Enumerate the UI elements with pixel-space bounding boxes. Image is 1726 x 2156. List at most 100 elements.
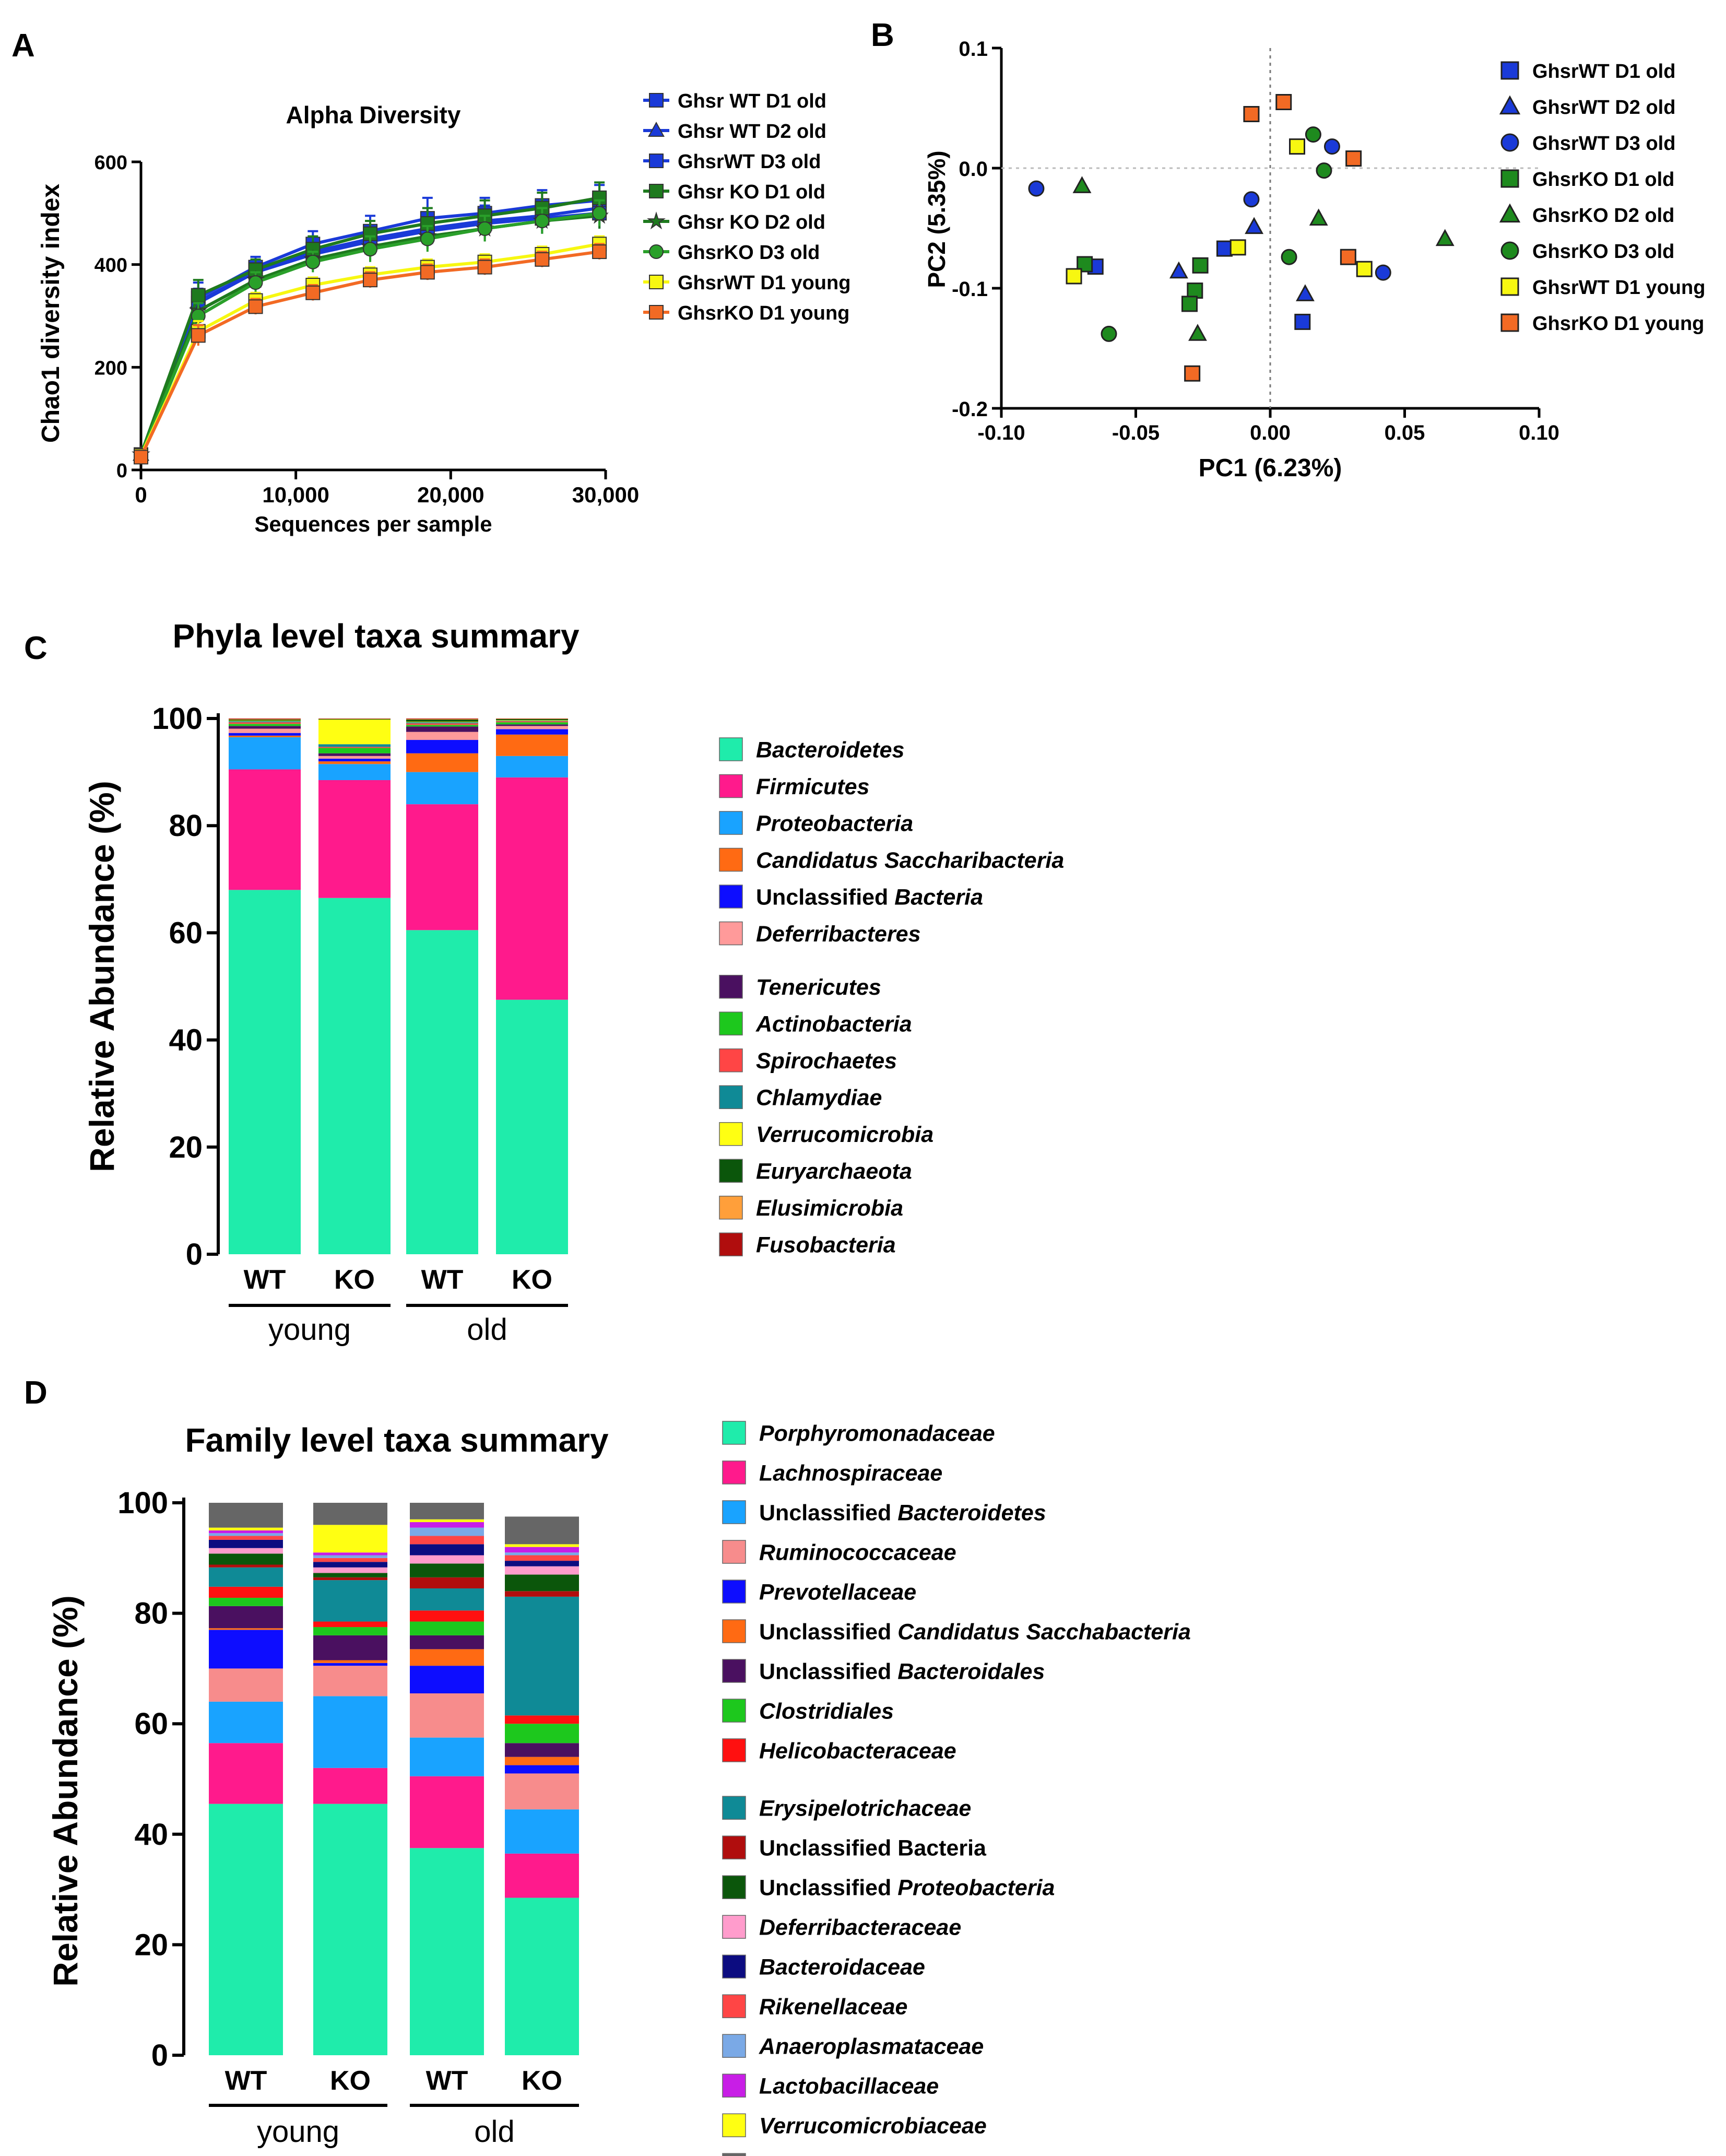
chart-title: Phyla level taxa summary [172,617,580,655]
y-tick-label: -0.1 [952,278,988,301]
legend-label: Porphyromonadaceae [759,1421,995,1446]
series-ghsrko-d3-old [1101,126,1332,342]
legend-swatch [719,1011,743,1035]
legend-swatch [722,1699,746,1723]
legend-item: Actinobacteria [719,1011,912,1037]
bar-segment-unclassified-clostridiales [209,1597,283,1606]
legend-label: Clostridiales [759,1699,894,1724]
legend-label-italic: Bacteroidetes [897,1500,1046,1525]
bar-segment-unclassified-bacteria [496,729,568,735]
legend-item: Deferribacteres [719,921,921,947]
legend-label-italic: Proteobacteria [756,811,913,836]
legend-label: GhsrWT D1 old [1532,61,1675,83]
bar-segment-verrucomicrobiaceae [505,1544,579,1547]
bar-segment-unclassified-bacteroidetes [505,1809,579,1854]
legend-label: Erysipelotrichaceae [759,1796,971,1821]
bar-segment-ruminococcaceae [505,1773,579,1810]
legend-label: <1% abundant [759,2153,912,2156]
legend-label: Firmicutes [756,774,869,799]
legend-label: Bacteroidetes [756,737,904,762]
legend-label-italic: Tenericutes [756,975,881,1000]
y-tick-label: 80 [169,809,203,843]
y-tick-label: 0.1 [959,38,988,61]
legend-label-italic: Verrucomicrobiaceae [759,2114,987,2139]
bar-segment-unclassified-clostridiales [410,1621,484,1635]
legend-label-italic: Proteobacteria [897,1876,1055,1901]
y-tick-label: 200 [94,357,127,379]
legend-label: Verrucomicrobiaceae [759,2114,987,2139]
legend-label-italic: Clostridiales [759,1699,894,1724]
bar-segment-chlamydiae [406,722,478,724]
bar-segment-bacteroidetes [318,898,391,1254]
legend-label: Verrucomicrobia [756,1122,933,1147]
data-point [420,265,435,280]
bar-stack [496,718,568,1254]
bar-segment-fusobacteria [406,718,478,720]
bar-segment-lachnospiraceae [505,1853,579,1898]
y-tick-label: 400 [94,255,127,277]
y-tick-label: 60 [134,1707,168,1741]
data-point [363,242,378,257]
legend-label-italic: Euryarchaeota [756,1159,912,1184]
bar-segment-unclassified-bacteria [318,758,391,762]
legend-label-italic: Lachnospiraceae [759,1460,942,1486]
legend-label-italic: Rikenellaceae [759,1995,907,2020]
legend-marker [1500,133,1519,152]
bar-segment-lachnospiraceae [313,1768,387,1804]
bar-segment-unclassified-candidatus-sacchabacteria [505,1757,579,1765]
data-point [1275,94,1292,110]
data-point [248,299,263,314]
legend-swatch [722,1835,746,1859]
data-point [1309,208,1328,226]
legend-item: GhsrKO D3 old [1500,241,1674,263]
bar-segment-verrucomicrobiaceae [209,1527,283,1530]
legend-marker [1500,61,1519,80]
x-tick-label: 10,000 [262,482,329,507]
data-point [363,273,378,288]
data-point [592,244,607,260]
legend-label: GhsrWT D1 young [1532,277,1705,299]
bar-segment-lactobacillaceae [209,1530,283,1534]
bar-segment-unclassified-bacteroidales [313,1635,387,1660]
legend-label: GhsrKO D3 old [678,242,820,264]
y-tick-label: 0 [186,1238,203,1271]
x-tick-label: 0.00 [1250,421,1291,444]
legend-item: Verrucomicrobia [719,1122,933,1147]
bar-segment-helicobacteraceae [209,1586,283,1598]
bar-segment-spirochaetes [406,723,478,725]
legend-swatch [719,921,743,946]
legend-marker [648,121,665,137]
legend-item: Unclassified Bacteria [722,1835,987,1861]
bar-segment-euryarchaeota [406,720,478,722]
legend-swatch [719,1159,743,1183]
group-label: old [467,1313,507,1347]
legend-label-italic: Verrucomicrobia [756,1122,933,1147]
legend-item: Rikenellaceae [722,1994,907,2020]
legend-label: Deferribacteraceae [759,1915,961,1940]
data-point [1294,313,1311,330]
y-tick-label: 20 [134,1928,168,1962]
legend-marker [1500,169,1519,188]
legend-swatch [722,2073,746,2098]
legend-swatch [722,1994,746,2018]
bar-segment-ruminococcaceae [313,1666,387,1696]
legend-swatch [719,974,743,999]
y-axis-label: Relative Abundance (%) [46,1595,85,1986]
series-ghsrko-d2-old [1072,176,1455,341]
bar-segment-unclassified-bacteroidales [410,1635,484,1650]
bar-segment-lactobacillaceae [313,1552,387,1556]
bar-segment-bacteroidetes [496,999,568,1254]
legend-item: Lachnospiraceae [722,1460,942,1486]
legend-item: GhsrWT D3 old [643,151,821,173]
bar-segment-tenericutes [406,726,478,732]
bar-segment-tenericutes [229,726,301,729]
bar-segment-deferribacteraceae [209,1548,283,1554]
bar-segment-rikenellaceae [505,1555,579,1561]
bar-segment-unclassified-bacteria [505,1591,579,1597]
bar-segment-1-abundant [505,1516,579,1545]
bar-segment-unclassified-proteobacteria [209,1553,283,1565]
legend-item: Euryarchaeota [719,1159,912,1184]
legend-item: Ghsr KO D1 old [643,181,825,203]
bar-segment-actinobacteria [496,722,568,725]
legend-item: Spirochaetes [719,1048,897,1074]
